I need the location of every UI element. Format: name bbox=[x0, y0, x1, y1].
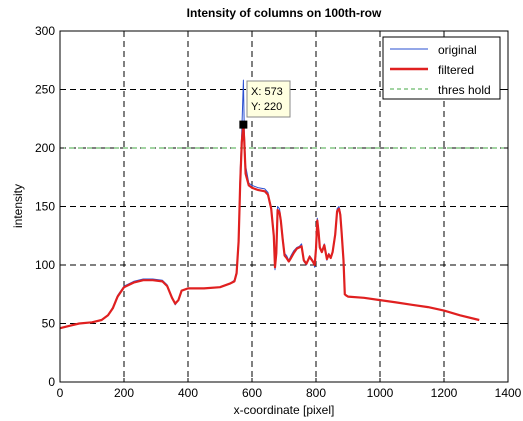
data-tip-marker[interactable] bbox=[239, 120, 248, 129]
x-tick-label: 800 bbox=[306, 386, 326, 400]
x-tick-label: 1000 bbox=[367, 386, 394, 400]
x-tick-label: 0 bbox=[57, 386, 64, 400]
legend[interactable]: original filtered thres hold bbox=[382, 36, 501, 100]
series-filtered-line bbox=[59, 123, 480, 330]
data-tip-box bbox=[246, 80, 291, 118]
y-tick-label: 150 bbox=[35, 200, 55, 214]
y-tick-label: 50 bbox=[42, 317, 56, 331]
legend-label-original: original bbox=[438, 43, 477, 57]
x-tick-label: 1200 bbox=[431, 386, 458, 400]
x-tick-label: 200 bbox=[114, 386, 134, 400]
y-tick-label: 0 bbox=[48, 375, 55, 389]
x-tick-label: 1400 bbox=[495, 386, 522, 400]
x-tick-label: 400 bbox=[178, 386, 198, 400]
y-tick-label: 200 bbox=[35, 141, 55, 155]
y-tick-label: 300 bbox=[35, 24, 55, 38]
data-tip[interactable]: X: 573 Y: 220 bbox=[239, 80, 291, 129]
chart-title: Intensity of columns on 100th-row bbox=[187, 6, 382, 20]
data-tip-x: X: 573 bbox=[251, 86, 283, 98]
data-tip-y: Y: 220 bbox=[251, 101, 282, 113]
legend-label-threshold: thres hold bbox=[438, 83, 491, 97]
y-tick-label: 100 bbox=[35, 258, 55, 272]
x-tick-label: 600 bbox=[242, 386, 262, 400]
y-axis-label: intensity bbox=[11, 184, 25, 228]
x-axis-label: x-coordinate [pixel] bbox=[234, 403, 335, 417]
y-tick-label: 250 bbox=[35, 83, 55, 97]
legend-label-filtered: filtered bbox=[438, 63, 474, 77]
